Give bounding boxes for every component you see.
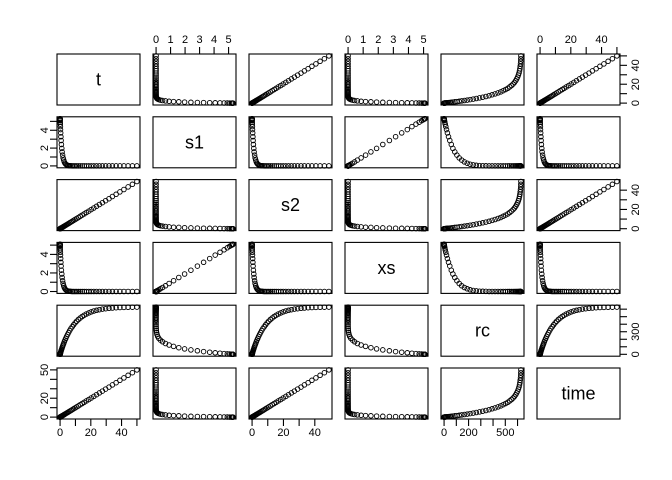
tick-label: 0 <box>630 226 642 232</box>
panel-time-vs-xs <box>344 367 429 420</box>
panel-s1-vs-s2 <box>248 115 333 169</box>
bottom-axis-s2: 0 20 40 <box>249 419 321 439</box>
panel-rc-vs-t <box>56 304 141 358</box>
tick-label: 20 <box>85 427 97 439</box>
tick-label: 0 <box>39 163 51 169</box>
panel-xs-vs-s1 <box>152 241 237 295</box>
tick-label: 4 <box>39 127 51 133</box>
tick-label: 3 <box>390 34 396 46</box>
panel-t-vs-time <box>536 53 621 106</box>
panel-s2-vs-s1 <box>152 178 237 232</box>
panel-s2-vs-time <box>536 178 621 232</box>
tick-label: 0 <box>630 100 642 106</box>
panel-s1-vs-time <box>536 115 621 169</box>
variable-label-time: time <box>561 384 595 404</box>
panel-time-vs-s2 <box>248 367 333 420</box>
bottom-axis-t: 0 20 40 <box>57 419 138 439</box>
variable-label-s2: s2 <box>281 195 300 215</box>
variable-label-xs: xs <box>378 258 396 278</box>
tick-label: 20 <box>277 427 289 439</box>
panel-time-vs-t <box>56 367 141 420</box>
tick-label: 300 <box>630 323 642 341</box>
tick-label: 4 <box>405 34 411 46</box>
variable-label-s1: s1 <box>185 132 204 152</box>
tick-label: 2 <box>182 34 188 46</box>
tick-label: 20 <box>565 34 577 46</box>
tick-label: 40 <box>309 427 321 439</box>
panel-time-vs-s1 <box>152 367 237 420</box>
diag-panel-xs: xs <box>344 241 429 294</box>
tick-label: 200 <box>459 427 477 439</box>
tick-label: 5 <box>421 34 427 46</box>
panel-rc-vs-s2 <box>248 304 333 358</box>
diag-panel-s1: s1 <box>152 116 237 169</box>
panel-xs-vs-time <box>536 241 621 295</box>
tick-label: 0 <box>39 288 51 294</box>
tick-label: 40 <box>115 427 127 439</box>
panel-t-vs-xs <box>344 53 429 106</box>
bottom-axis-rc: 0 200 500 <box>441 419 519 439</box>
tick-label: 0 <box>345 34 351 46</box>
right-axis-s2: 0 20 40 <box>620 184 642 232</box>
panel-t-vs-s2 <box>248 53 333 106</box>
panel-rc-vs-s1 <box>152 304 237 358</box>
tick-label: 0 <box>249 427 255 439</box>
tick-label: 4 <box>39 251 51 257</box>
tick-label: 2 <box>39 145 51 151</box>
tick-label: 2 <box>375 34 381 46</box>
panel-xs-vs-t <box>56 241 141 295</box>
panel-xs-vs-rc <box>440 241 525 295</box>
right-axis-rc: 0 300 <box>620 308 642 357</box>
diag-panel-t: t <box>56 53 141 106</box>
tick-label: 40 <box>630 184 642 196</box>
panel-s2-vs-xs <box>344 178 429 232</box>
left-axis-xs: 0 2 4 <box>39 244 57 295</box>
panel-rc-vs-time <box>536 304 621 358</box>
tick-label: 20 <box>630 203 642 215</box>
right-axis-t: 0 20 40 <box>620 55 642 106</box>
panel-t-vs-s1 <box>152 53 237 106</box>
tick-label: 0 <box>630 351 642 357</box>
left-axis-time: 0 20 50 <box>39 364 57 420</box>
tick-label: 20 <box>630 78 642 90</box>
panel-t-vs-rc <box>440 53 525 106</box>
tick-label: 3 <box>197 34 203 46</box>
panel-s1-vs-t <box>56 115 141 169</box>
panel-s2-vs-rc <box>440 178 525 232</box>
tick-label: 0 <box>153 34 159 46</box>
tick-label: 40 <box>595 34 607 46</box>
panel-s1-vs-xs <box>344 115 429 169</box>
left-axis-s1: 0 2 4 <box>39 120 57 169</box>
tick-label: 50 <box>39 364 51 376</box>
tick-label: 0 <box>39 414 51 420</box>
diag-panel-time: time <box>536 367 621 420</box>
panel-rc-vs-xs <box>344 304 429 358</box>
diag-panel-s2: s2 <box>248 179 333 232</box>
tick-label: 1 <box>360 34 366 46</box>
panel-s2-vs-t <box>56 178 141 232</box>
tick-label: 500 <box>496 427 514 439</box>
tick-label: 0 <box>441 427 447 439</box>
variable-label-rc: rc <box>475 321 490 341</box>
top-axis-time: 0 20 40 <box>537 34 618 54</box>
panel-time-vs-rc <box>440 367 525 420</box>
panel-s1-vs-rc <box>440 115 525 169</box>
tick-label: 5 <box>226 34 232 46</box>
diag-panel-rc: rc <box>440 304 525 357</box>
tick-label: 40 <box>630 59 642 71</box>
tick-label: 0 <box>537 34 543 46</box>
tick-label: 20 <box>39 392 51 404</box>
tick-label: 1 <box>168 34 174 46</box>
tick-label: 2 <box>39 270 51 276</box>
panel-xs-vs-s2 <box>248 241 333 295</box>
tick-label: 4 <box>211 34 217 46</box>
variable-label-t: t <box>96 70 101 90</box>
tick-label: 0 <box>57 427 63 439</box>
